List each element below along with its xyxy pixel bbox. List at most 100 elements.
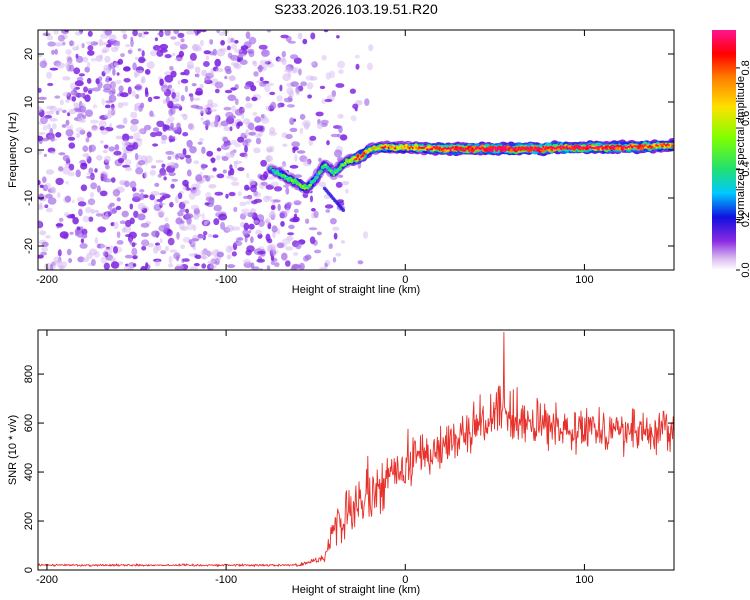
spectrogram-noise-cell — [104, 30, 112, 36]
spectrogram-noise-cell — [152, 44, 161, 51]
spectrogram-noise-cell — [84, 66, 90, 73]
spectrogram-noise-cell — [260, 159, 267, 167]
spectrogram-noise-cell — [87, 89, 93, 95]
spectrogram-noise-cell — [144, 69, 151, 75]
spectrogram-noise-cell — [168, 115, 175, 122]
spectrogram-noise-cell — [244, 84, 251, 90]
spectrogram-noise-cell — [105, 164, 110, 170]
spectrogram-noise-cell — [188, 239, 193, 245]
spectrogram-trace-cell — [637, 146, 640, 150]
spectrogram-noise-cell — [252, 191, 262, 198]
spectrogram-noise-cell — [295, 242, 302, 250]
spectrogram-noise-cell — [131, 242, 136, 248]
spectrogram-noise-cell — [88, 167, 94, 174]
spectrogram-noise-cell — [230, 139, 238, 145]
spectrogram-noise-cell — [49, 105, 58, 112]
spectrogram-trace-cell — [298, 183, 301, 186]
spectrogram-trace-cell — [621, 146, 624, 149]
spectrogram-noise-cell — [292, 216, 300, 223]
spectrogram-noise-cell — [92, 104, 98, 109]
spectrogram-noise-cell — [285, 65, 292, 73]
spectrogram-noise-cell — [92, 87, 101, 92]
spectrogram-noise-cell — [58, 152, 66, 156]
spectrogram-trace-cell — [337, 168, 340, 171]
spectrogram-noise-cell — [38, 135, 44, 142]
spectrogram-noise-cell — [150, 131, 157, 138]
spectrogram-trace-cell — [271, 169, 274, 172]
spectrogram-noise-cell — [78, 73, 85, 77]
spectrogram-noise-cell — [99, 126, 105, 131]
x-tick-label: -100 — [215, 574, 237, 586]
spectrogram-noise-cell — [335, 181, 343, 188]
spectrogram-noise-cell — [90, 58, 97, 62]
spectrogram-noise-cell — [272, 199, 281, 203]
spectrogram-noise-cell — [290, 81, 300, 87]
spectrogram-noise-cell — [134, 107, 139, 111]
spectrogram-noise-cell — [192, 224, 197, 232]
spectrogram-noise — [38, 30, 374, 270]
spectrogram-trace-cell — [426, 148, 429, 151]
spectrogram-noise-cell — [324, 98, 333, 103]
x-tick-label: 0 — [402, 574, 408, 586]
spectrogram-noise-cell — [120, 92, 129, 98]
spectrogram-noise-cell — [121, 101, 129, 107]
spectrogram-trace-cell — [282, 173, 285, 176]
spectrogram-noise-cell — [38, 193, 44, 201]
spectrogram-noise-cell — [38, 53, 43, 58]
spectrogram-noise-cell — [95, 213, 103, 217]
spectrogram-trace-cell — [529, 145, 532, 149]
spectrogram-noise-cell — [134, 83, 143, 91]
spectrogram-noise-cell — [203, 61, 210, 67]
spectrogram-trace-cell — [352, 157, 355, 160]
spectrogram-noise-cell — [230, 61, 240, 67]
spectrogram-noise-cell — [234, 40, 239, 44]
spectrogram-noise-cell — [214, 81, 224, 89]
spectrogram-noise-cell — [90, 119, 99, 124]
spectrogram-noise-cell — [177, 32, 185, 39]
spectrogram-noise-cell — [133, 210, 139, 218]
spectrogram-noise-cell — [140, 222, 150, 228]
spectrogram-noise-cell — [47, 197, 57, 205]
spectrogram-noise-cell — [65, 119, 70, 126]
spectrogram-noise-cell — [177, 80, 181, 85]
spectrogram-noise-cell — [115, 135, 123, 140]
spectrogram-noise-cell — [178, 223, 185, 230]
colorbar-gradient — [712, 30, 736, 270]
spectrogram-noise-cell — [175, 154, 179, 160]
spectrogram-noise-cell — [101, 49, 108, 54]
spectrogram-noise-cell — [265, 105, 271, 111]
spectrogram-noise-cell — [69, 40, 74, 47]
spectrogram-noise-cell — [102, 178, 112, 183]
spectrogram-noise-cell — [231, 105, 237, 113]
spectrogram-trace-cell — [392, 146, 395, 149]
spectrogram-noise-cell — [208, 233, 212, 238]
spectrogram-noise-cell — [88, 145, 93, 153]
spectrogram-noise-cell — [230, 87, 237, 91]
spectrogram-noise-cell — [94, 237, 99, 245]
spectrogram-noise-cell — [259, 174, 268, 181]
spectrogram-noise-cell — [190, 94, 194, 102]
spectrogram-noise-cell — [332, 257, 337, 263]
spectrogram-noise-cell — [168, 135, 176, 140]
spectrogram-noise-cell — [131, 90, 136, 97]
spectrogram-noise-cell — [125, 144, 135, 152]
spectrogram-trace-cell — [579, 145, 582, 149]
spectrogram-noise-cell — [186, 139, 193, 148]
spectrogram-noise-cell — [77, 201, 87, 207]
spectrogram-trace-cell — [348, 160, 351, 163]
spectrogram-trace-cell — [619, 144, 622, 148]
spectrogram-noise-cell — [189, 146, 197, 154]
spectrogram-noise-cell — [71, 199, 75, 204]
spectrogram-noise-cell — [82, 56, 89, 63]
spectrogram-noise-cell — [220, 40, 226, 46]
spectrogram-noise-cell — [231, 226, 241, 231]
spectrogram-noise-cell — [245, 102, 253, 109]
spectrogram-noise-cell — [129, 135, 134, 140]
spectrogram-noise-cell — [170, 36, 177, 40]
spectrogram-noise-cell — [38, 131, 46, 136]
spectrogram-noise-cell — [164, 136, 168, 141]
spectrogram-noise-cell — [207, 260, 215, 264]
spectrogram-noise-cell — [42, 176, 47, 183]
spectrogram-noise-cell — [195, 105, 204, 110]
spectrogram-noise-cell — [115, 79, 122, 85]
